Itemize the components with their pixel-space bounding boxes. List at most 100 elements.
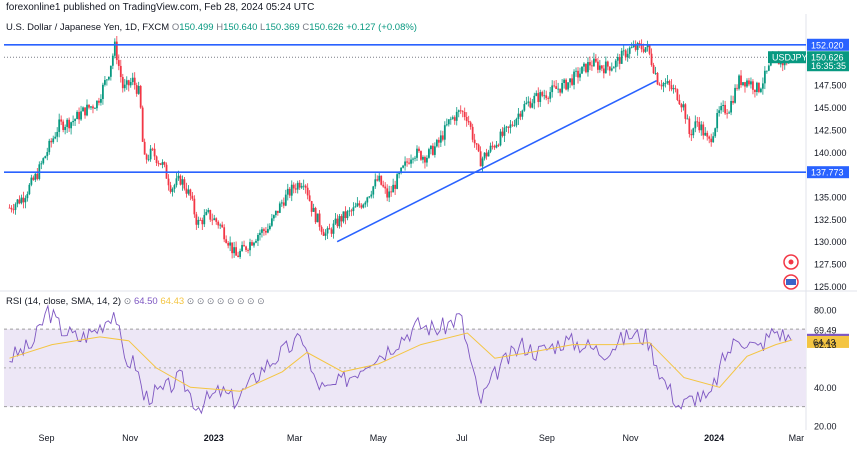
candle-body-220 bbox=[445, 124, 448, 126]
candle-body-160 bbox=[326, 228, 329, 234]
candle-body-91 bbox=[189, 189, 192, 196]
rsi-tick-5: 40.00 bbox=[814, 383, 837, 393]
candle-body-170 bbox=[346, 211, 349, 219]
candle-body-298 bbox=[600, 65, 603, 69]
candle-body-239 bbox=[483, 152, 486, 159]
candle-body-123 bbox=[253, 242, 255, 246]
candle-body-214 bbox=[433, 146, 436, 155]
time-tick-2: 2023 bbox=[204, 433, 224, 443]
candle-body-126 bbox=[259, 232, 261, 235]
candle-body-309 bbox=[622, 50, 625, 52]
candle-body-38 bbox=[84, 107, 86, 116]
rsi-sma-line-path bbox=[9, 332, 793, 392]
candle-body-308 bbox=[620, 50, 623, 64]
candle-body-150 bbox=[306, 187, 309, 196]
candle-body-326 bbox=[656, 72, 659, 85]
candle-body-310 bbox=[624, 50, 627, 58]
eye-icon[interactable]: ⊙ bbox=[123, 296, 132, 306]
candle-body-259 bbox=[523, 104, 526, 111]
candle-body-5 bbox=[18, 199, 21, 204]
candle-body-145 bbox=[296, 182, 299, 190]
candle-body-151 bbox=[308, 195, 311, 202]
price-tick-9: 130.000 bbox=[814, 237, 847, 247]
candle-body-336 bbox=[676, 89, 679, 100]
candle-body-50 bbox=[107, 76, 110, 80]
candle-body-95 bbox=[197, 219, 200, 225]
settings-icon[interactable]: ⊙ ⊙ ⊙ ⊙ ⊙ ⊙ ⊙ ⊙ bbox=[186, 296, 265, 306]
candle-body-184 bbox=[374, 179, 377, 187]
candle-body-208 bbox=[422, 156, 424, 160]
candle-body-201 bbox=[408, 162, 410, 164]
candle-body-81 bbox=[169, 185, 172, 192]
candle-body-305 bbox=[614, 60, 617, 68]
candle-body-1 bbox=[10, 207, 13, 210]
candle-body-356 bbox=[716, 112, 719, 129]
candle-body-188 bbox=[382, 184, 385, 187]
candle-body-195 bbox=[396, 174, 399, 189]
candle-body-338 bbox=[680, 104, 683, 108]
candle-body-129 bbox=[265, 230, 267, 233]
candle-body-255 bbox=[515, 118, 518, 126]
candle-body-139 bbox=[284, 194, 287, 206]
rsi-series-0 bbox=[9, 304, 792, 415]
candle-body-371 bbox=[746, 80, 748, 87]
candle-body-306 bbox=[616, 57, 619, 61]
candle-body-252 bbox=[509, 124, 512, 128]
candle-body-158 bbox=[322, 231, 325, 236]
candle-body-146 bbox=[298, 182, 301, 188]
candle-body-213 bbox=[431, 145, 434, 155]
rsi-tick-0: 80.00 bbox=[814, 305, 837, 315]
candle-body-345 bbox=[694, 121, 697, 129]
flag-icon-inner bbox=[786, 279, 796, 285]
time-tick-4: May bbox=[370, 433, 388, 443]
candle-body-21 bbox=[50, 140, 53, 143]
candle-body-368 bbox=[740, 75, 742, 86]
candle-body-363 bbox=[730, 100, 732, 113]
candle-body-113 bbox=[233, 247, 236, 254]
candle-body-205 bbox=[416, 148, 418, 158]
candle-body-320 bbox=[644, 47, 647, 52]
open-value: 150.499 bbox=[179, 22, 214, 33]
candle-body-254 bbox=[513, 125, 516, 127]
candle-body-296 bbox=[596, 61, 599, 70]
candle-body-51 bbox=[109, 65, 112, 77]
close-value: 150.626 bbox=[309, 22, 344, 33]
candle-body-247 bbox=[499, 131, 502, 146]
change-value: +0.127 (+0.08%) bbox=[346, 22, 417, 33]
candle-body-193 bbox=[392, 184, 395, 193]
candle-body-138 bbox=[282, 202, 285, 206]
candle-body-174 bbox=[354, 206, 357, 208]
candle-body-141 bbox=[288, 188, 291, 196]
candle-body-116 bbox=[239, 250, 241, 257]
candle-body-196 bbox=[398, 173, 401, 175]
price-tick-2: 147.500 bbox=[814, 81, 847, 91]
candle-body-217 bbox=[439, 135, 442, 143]
candle-body-350 bbox=[704, 132, 707, 136]
candle-body-307 bbox=[618, 57, 621, 64]
candle-body-339 bbox=[682, 104, 685, 108]
candle-body-219 bbox=[443, 125, 446, 140]
candle-body-300 bbox=[604, 61, 607, 74]
candle-body-365 bbox=[734, 87, 736, 103]
candle-body-172 bbox=[350, 210, 353, 212]
candle-body-64 bbox=[135, 85, 138, 94]
candle-body-4 bbox=[16, 199, 19, 205]
candle-body-173 bbox=[352, 207, 355, 212]
candle-body-299 bbox=[602, 68, 605, 74]
high-value: 150.640 bbox=[223, 22, 258, 33]
candle-body-301 bbox=[606, 61, 609, 67]
candle-body-11 bbox=[30, 177, 33, 185]
rsi-tick-1: 69.49 bbox=[814, 326, 837, 336]
candle-body-276 bbox=[557, 88, 560, 90]
candle-body-85 bbox=[177, 175, 180, 179]
candle-body-73 bbox=[153, 148, 156, 157]
candle-body-374 bbox=[752, 81, 754, 90]
candle-body-231 bbox=[467, 120, 470, 123]
time-tick-1: Nov bbox=[122, 433, 139, 443]
candle-body-106 bbox=[219, 224, 222, 226]
candle-body-8 bbox=[24, 198, 27, 203]
candle-body-45 bbox=[98, 100, 100, 103]
candle-body-36 bbox=[80, 111, 82, 120]
candle-body-20 bbox=[48, 140, 51, 153]
